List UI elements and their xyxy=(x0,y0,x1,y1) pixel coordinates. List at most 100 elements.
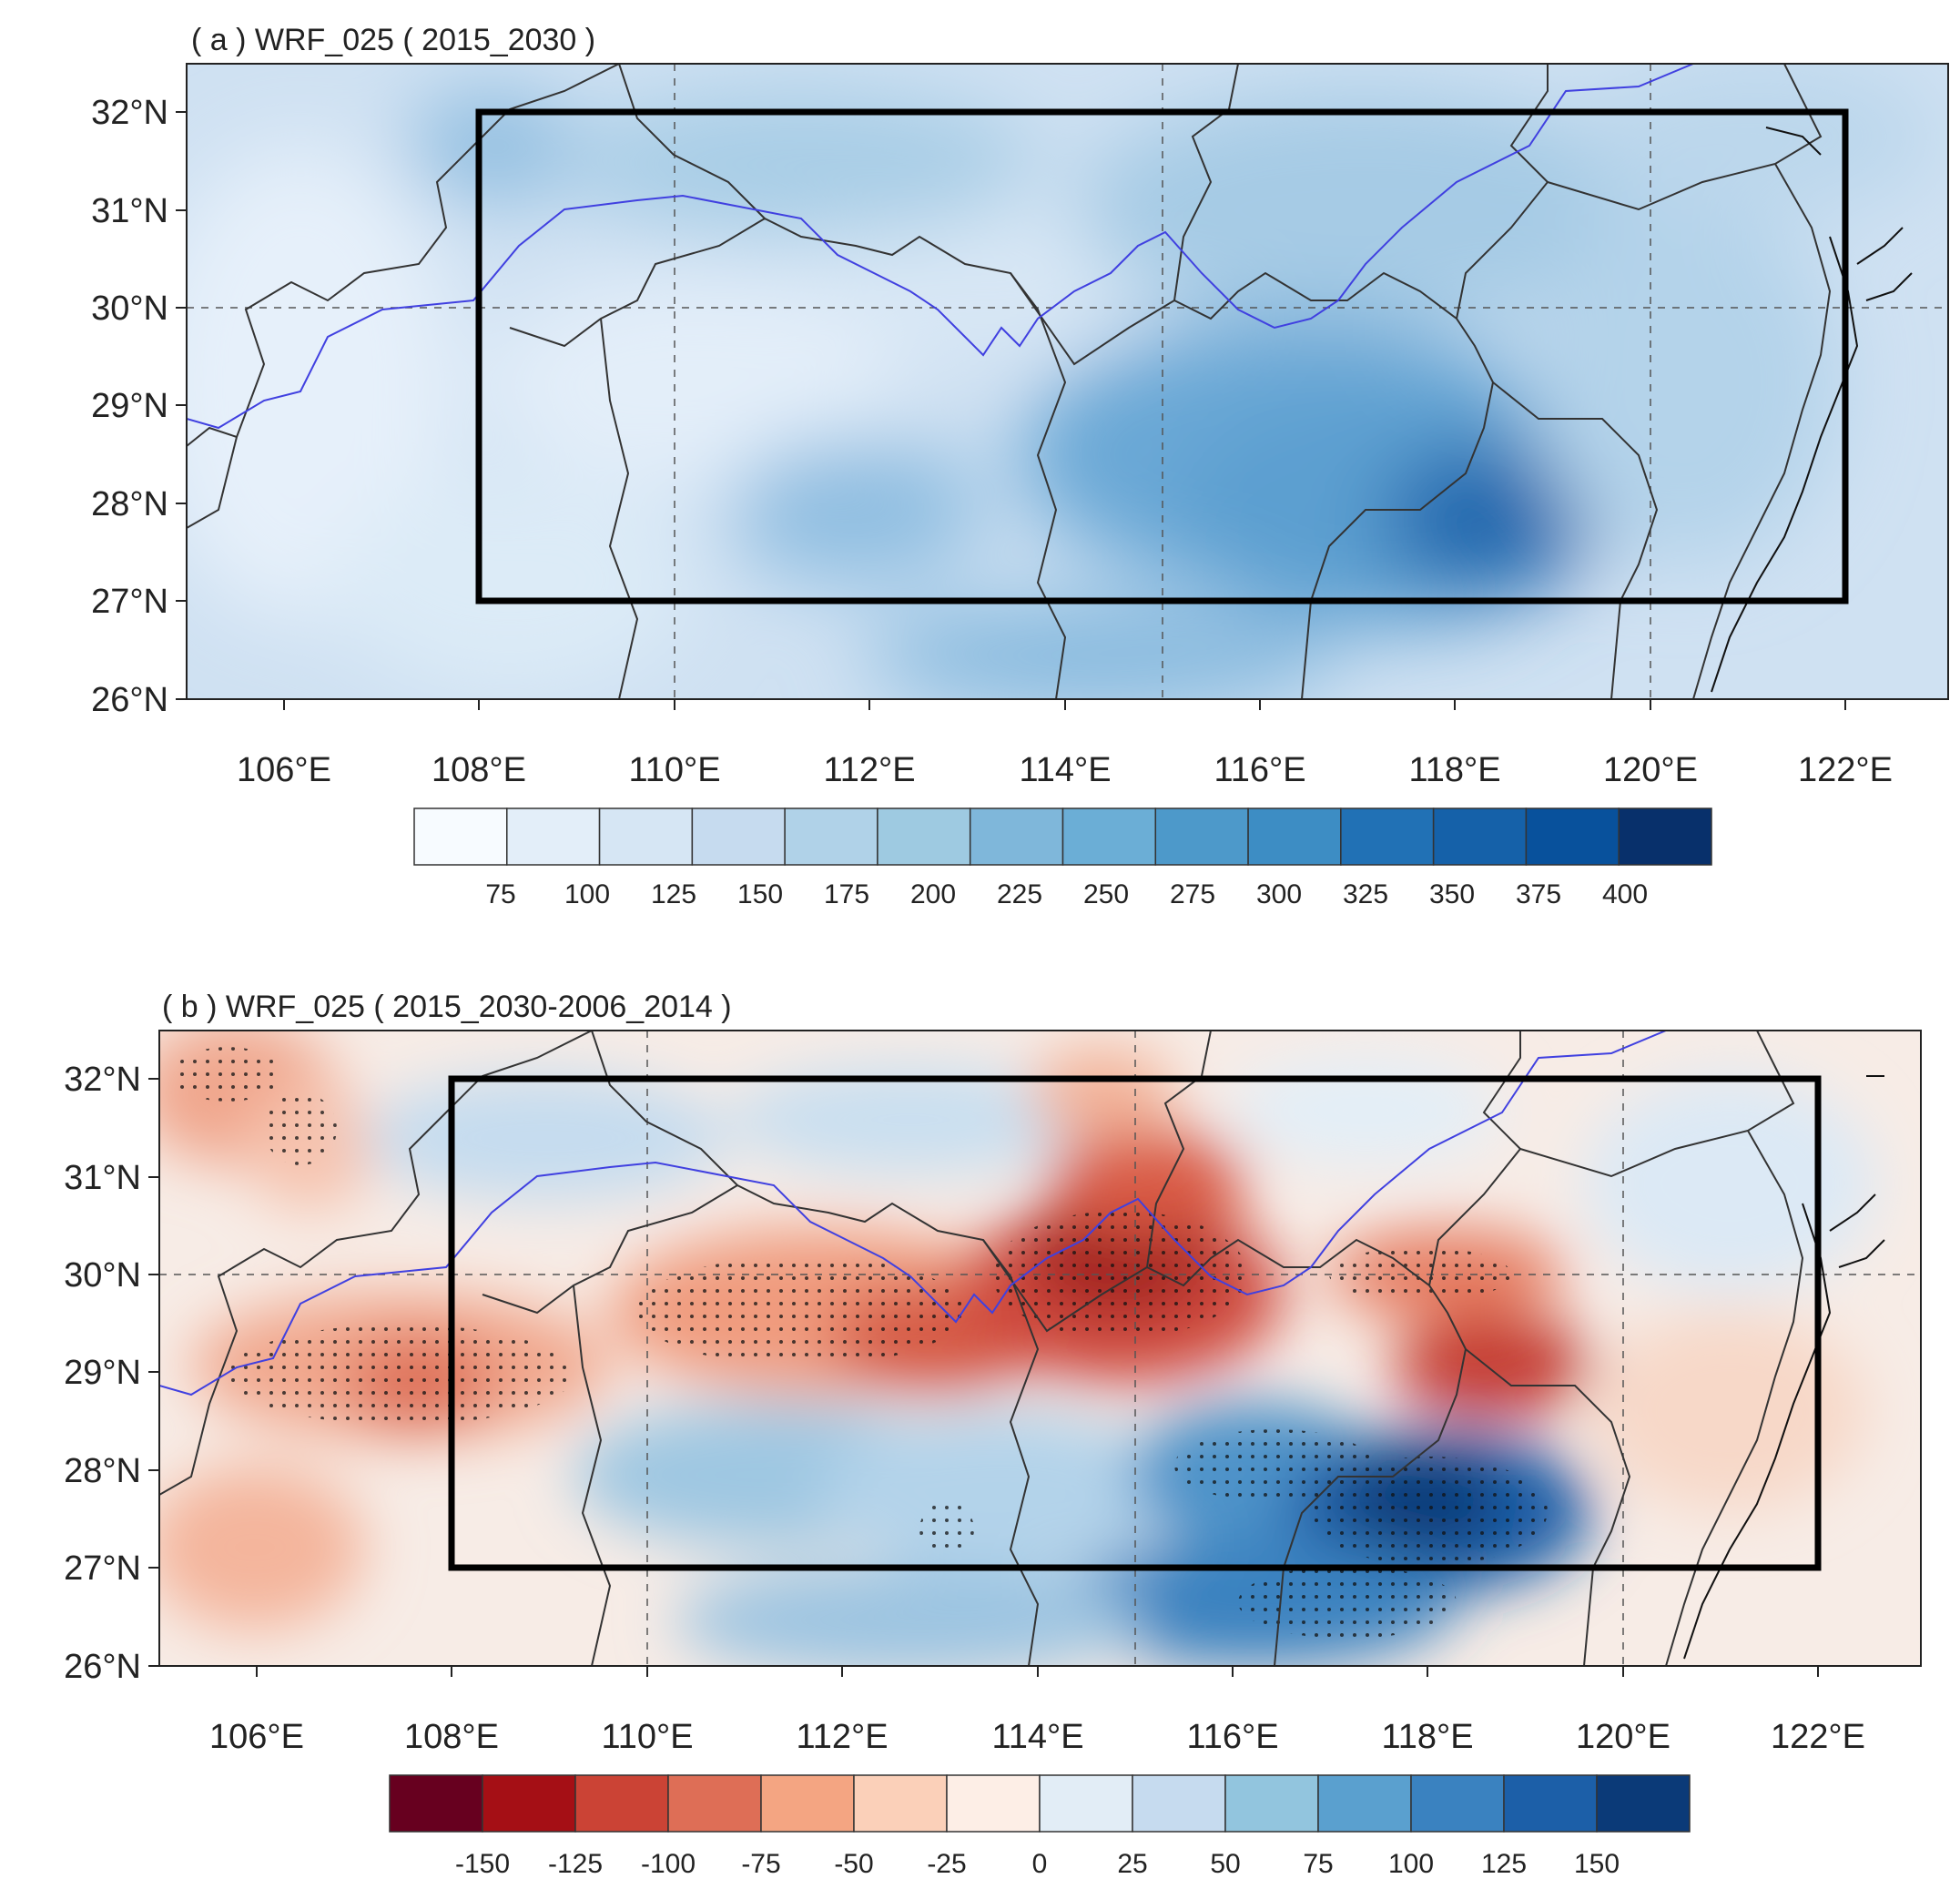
lat-label: 29°N xyxy=(64,1354,141,1392)
colorbar-label: 350 xyxy=(1429,879,1475,909)
colorbar-label: -100 xyxy=(641,1849,696,1879)
colorbar-label: -25 xyxy=(927,1849,966,1879)
colorbar-swatch xyxy=(784,807,878,866)
panel-a-yangtze-river xyxy=(187,64,1694,430)
lat-label: 32°N xyxy=(64,1061,141,1099)
colorbar-label: 0 xyxy=(1032,1849,1048,1879)
lat-label: 28°N xyxy=(91,485,168,523)
lon-label: 110°E xyxy=(628,751,720,789)
colorbar-swatch xyxy=(760,1774,855,1833)
panel-b: ( b ) WRF_025 ( 2015_2030-2006_2014 ) xyxy=(64,990,1922,1879)
colorbar-label: 225 xyxy=(997,879,1042,909)
colorbar-swatch xyxy=(853,1774,948,1833)
colorbar-label: 250 xyxy=(1083,879,1129,909)
lon-label: 118°E xyxy=(1408,751,1500,789)
lon-label: 114°E xyxy=(1019,751,1111,789)
colorbar-swatch xyxy=(389,1774,483,1833)
panel-b-province-borders xyxy=(159,1031,1804,1666)
colorbar-swatch xyxy=(482,1774,576,1833)
colorbar-swatch xyxy=(969,807,1064,866)
panel-b-xtick-marks xyxy=(256,1666,1819,1677)
colorbar-label: 375 xyxy=(1516,879,1561,909)
panel-b-colorbar-labels: -150 -125 -100 -75 -50 -25 0 25 50 75 10… xyxy=(455,1849,1620,1879)
panel-b-frame xyxy=(158,1030,1922,1667)
panel-b-study-region-box xyxy=(448,1075,1822,1571)
panel-b-title: ( b ) WRF_025 ( 2015_2030-2006_2014 ) xyxy=(162,990,732,1024)
colorbar-swatch xyxy=(1132,1774,1226,1833)
colorbar-label: 125 xyxy=(651,879,696,909)
colorbar-label: 75 xyxy=(1303,1849,1333,1879)
lon-label: 108°E xyxy=(432,751,526,789)
lon-label: 116°E xyxy=(1214,751,1305,789)
lat-label: 28°N xyxy=(64,1452,141,1490)
colorbar-label: 25 xyxy=(1117,1849,1147,1879)
colorbar-swatch xyxy=(877,807,971,866)
lon-label: 106°E xyxy=(237,751,331,789)
panel-a-colorbar xyxy=(413,807,1712,866)
colorbar-swatch xyxy=(1061,807,1157,866)
colorbar-label: -150 xyxy=(455,1849,510,1879)
lon-label: 108°E xyxy=(404,1718,499,1756)
colorbar-label: 400 xyxy=(1602,879,1648,909)
colorbar-swatch xyxy=(946,1774,1041,1833)
lon-label: 118°E xyxy=(1381,1718,1473,1756)
colorbar-label: 275 xyxy=(1170,879,1215,909)
lon-label: 120°E xyxy=(1576,1718,1671,1756)
lat-label: 30°N xyxy=(91,289,168,328)
colorbar-swatch xyxy=(1525,807,1620,866)
lat-label: 31°N xyxy=(64,1159,141,1197)
panel-a-province-borders xyxy=(187,64,1832,699)
colorbar-label: 100 xyxy=(564,879,610,909)
colorbar-label: 125 xyxy=(1481,1849,1527,1879)
panel-a-ytick-marks xyxy=(176,111,187,700)
panel-a: ( a ) WRF_025 ( 2015_2030 ) xyxy=(91,23,1949,909)
lat-label: 30°N xyxy=(64,1256,141,1295)
colorbar-label: 50 xyxy=(1210,1849,1240,1879)
lat-label: 32°N xyxy=(91,94,168,132)
lon-label: 120°E xyxy=(1603,751,1698,789)
colorbar-swatch xyxy=(506,807,601,866)
panel-a-lat-labels: 32°N 31°N 30°N 29°N 28°N 27°N 26°N xyxy=(91,94,168,719)
panel-a-xtick-marks xyxy=(283,699,1846,710)
lat-label: 31°N xyxy=(91,192,168,230)
lon-label: 114°E xyxy=(991,1718,1083,1756)
colorbar-swatch xyxy=(1154,807,1249,866)
panel-b-map xyxy=(159,1031,1921,1666)
panel-b-colorbar xyxy=(389,1774,1691,1833)
panel-a-title: ( a ) WRF_025 ( 2015_2030 ) xyxy=(191,23,595,57)
colorbar-swatch xyxy=(1039,1774,1133,1833)
colorbar-swatch xyxy=(598,807,694,866)
lat-label: 29°N xyxy=(91,387,168,425)
colorbar-swatch xyxy=(574,1774,669,1833)
lon-label: 110°E xyxy=(601,1718,693,1756)
panel-b-stippling xyxy=(173,1047,1548,1639)
colorbar-swatch xyxy=(1247,807,1342,866)
panel-b-coastline xyxy=(1683,1075,1885,1660)
colorbar-label: 100 xyxy=(1388,1849,1434,1879)
colorbar-swatch xyxy=(1596,1774,1691,1833)
panel-a-study-region-box xyxy=(475,108,1849,604)
lon-label: 106°E xyxy=(209,1718,304,1756)
colorbar-label: 150 xyxy=(737,879,783,909)
panel-a-frame xyxy=(186,63,1949,700)
colorbar-label: 150 xyxy=(1574,1849,1620,1879)
colorbar-swatch xyxy=(1503,1774,1598,1833)
colorbar-label: 325 xyxy=(1343,879,1388,909)
panel-a-coastline xyxy=(1711,127,1913,693)
panel-b-ytick-marks xyxy=(148,1078,159,1667)
colorbar-swatch xyxy=(1340,807,1435,866)
lon-label: 112°E xyxy=(796,1718,888,1756)
colorbar-swatch xyxy=(413,807,508,866)
colorbar-swatch xyxy=(1317,1774,1412,1833)
colorbar-label: 200 xyxy=(910,879,956,909)
colorbar-swatch xyxy=(1432,807,1528,866)
colorbar-label: -75 xyxy=(741,1849,780,1879)
colorbar-label: -50 xyxy=(834,1849,873,1879)
lon-label: 112°E xyxy=(823,751,915,789)
panel-b-lon-labels: 106°E 108°E 110°E 112°E 114°E 116°E 118°… xyxy=(209,1718,1865,1756)
lon-label: 122°E xyxy=(1798,751,1893,789)
lat-label: 26°N xyxy=(64,1648,141,1686)
lon-label: 122°E xyxy=(1771,1718,1865,1756)
colorbar-label: 300 xyxy=(1256,879,1302,909)
colorbar-swatch xyxy=(691,807,786,866)
